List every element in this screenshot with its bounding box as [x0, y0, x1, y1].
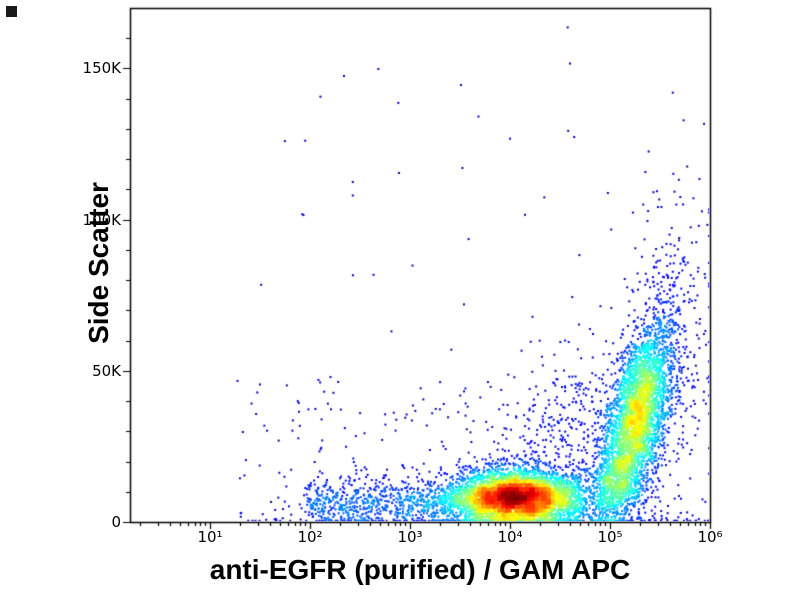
y-tick-label-50000: 50K: [92, 361, 121, 380]
x-tick-label-100: 10²: [297, 528, 323, 546]
x-tick-label-10000: 10⁴: [497, 528, 523, 546]
x-tick-label-10: 10¹: [197, 528, 223, 546]
y-tick-label-0: 0: [111, 513, 121, 531]
x-tick-label-1000000: 10⁶: [697, 528, 723, 546]
y-axis-label: Side Scatter: [83, 182, 114, 344]
y-tick-label-150000: 150K: [82, 59, 121, 78]
x-axis-label: anti-EGFR (purified) / GAM APC: [209, 554, 631, 585]
y-tick-label-100000: 100K: [82, 210, 121, 229]
x-tick-label-100000: 10⁵: [597, 528, 623, 546]
x-tick-label-1000: 10³: [397, 528, 423, 546]
